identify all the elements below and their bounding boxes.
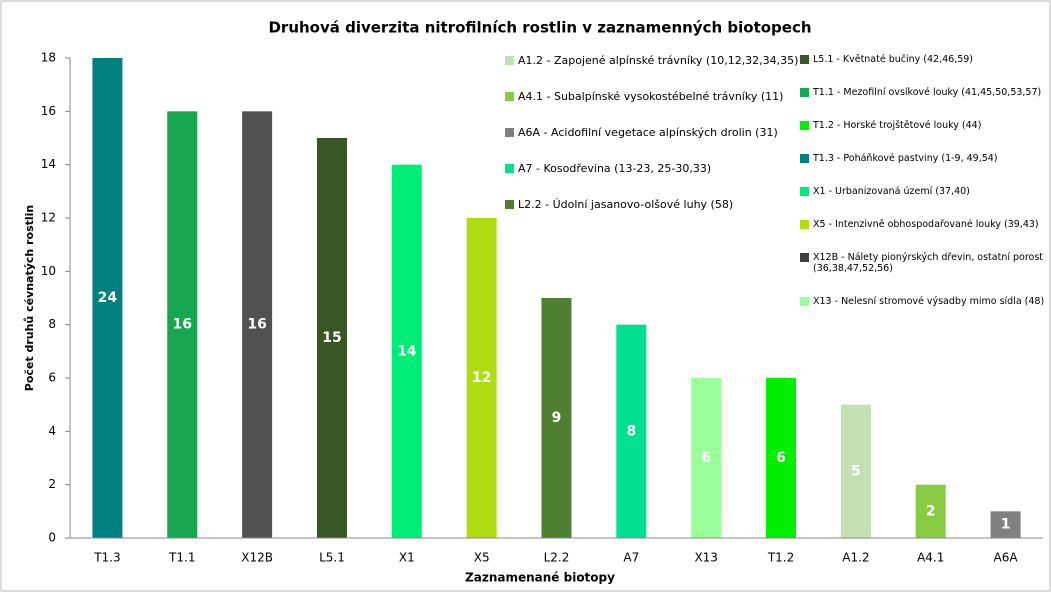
legend-item: X5 - Intenzivně obhospodařované louky (3… xyxy=(800,219,1048,230)
legend-swatch xyxy=(800,297,809,306)
y-tick-label: 6 xyxy=(48,371,56,385)
value-label: 9 xyxy=(552,410,562,426)
value-label: 2 xyxy=(926,503,936,519)
legend-label: A6A - Acidofilní vegetace alpínských dro… xyxy=(518,126,778,139)
legend-swatch xyxy=(505,128,514,137)
x-tick-label: T1.1 xyxy=(168,551,195,565)
legend-label: X13 - Nelesní stromové výsadby mimo sídl… xyxy=(813,296,1045,307)
legend-swatch xyxy=(800,187,809,196)
value-label: 6 xyxy=(701,450,711,466)
y-axis-label: Počet druhů cévnatých rostlin xyxy=(23,205,36,391)
value-label: 15 xyxy=(322,330,341,346)
y-tick-label: 12 xyxy=(41,211,56,225)
legend-swatch xyxy=(505,92,514,101)
legend-swatch xyxy=(505,56,514,65)
legend-swatch xyxy=(800,55,809,64)
x-tick-label: A1.2 xyxy=(842,551,869,565)
value-label: 8 xyxy=(626,423,636,439)
value-label: 12 xyxy=(472,370,491,386)
bar xyxy=(840,404,871,538)
legend-label: X1 - Urbanizovaná území (37,40) xyxy=(813,186,970,197)
legend-item: L5.1 - Květnaté bučiny (42,46,59) xyxy=(800,54,1048,65)
legend-item: T1.2 - Horské trojštětové louky (44) xyxy=(800,120,1048,131)
legend-swatch xyxy=(800,88,809,97)
value-label: 16 xyxy=(247,317,266,333)
x-tick-label: L5.1 xyxy=(319,551,345,565)
x-tick-label: L2.2 xyxy=(544,551,570,565)
y-tick-label: 18 xyxy=(41,51,56,65)
x-tick-label: X12B xyxy=(241,551,273,565)
bar xyxy=(167,111,198,538)
value-label: 5 xyxy=(851,463,861,479)
legend-swatch xyxy=(800,253,809,262)
legend-swatch xyxy=(800,154,809,163)
legend-item: T1.3 - Poháňkové pastviny (1-9, 49,54) xyxy=(800,153,1048,164)
legend-label: A7 - Kosodřevina (13-23, 25-30,33) xyxy=(518,162,712,175)
legend-label: L2.2 - Údolní jasanovo-olšové luhy (58) xyxy=(518,198,734,211)
x-tick-label: X5 xyxy=(474,551,490,565)
bar xyxy=(616,324,647,538)
y-tick-label: 4 xyxy=(48,424,56,438)
y-tick-label: 16 xyxy=(41,104,56,118)
value-label: 14 xyxy=(397,343,417,359)
legend-item: A4.1 - Subalpínské vysokostébelné trávní… xyxy=(505,90,798,103)
legend-item: A6A - Acidofilní vegetace alpínských dro… xyxy=(505,126,798,139)
legend-label: X5 - Intenzivně obhospodařované louky (3… xyxy=(813,219,1039,230)
legend-item: X1 - Urbanizovaná území (37,40) xyxy=(800,186,1048,197)
value-label: 24 xyxy=(98,290,118,306)
legend-label: T1.3 - Poháňkové pastviny (1-9, 49,54) xyxy=(813,153,998,164)
y-tick-label: 0 xyxy=(48,531,56,545)
legend-item: X12B - Nálety pionýrských dřevin, ostatn… xyxy=(800,252,1048,274)
y-tick-label: 2 xyxy=(48,477,56,491)
legend: A1.2 - Zapojené alpínské trávníky (10,12… xyxy=(505,54,798,211)
x-tick-label: A7 xyxy=(623,551,639,565)
bar xyxy=(391,164,422,538)
legend: L5.1 - Květnaté bučiny (42,46,59) T1.1 - … xyxy=(800,54,1048,307)
legend-label: T1.2 - Horské trojštětové louky (44) xyxy=(813,120,982,131)
x-tick-label: X13 xyxy=(694,551,718,565)
x-tick-label: A4.1 xyxy=(917,551,944,565)
legend-swatch xyxy=(800,220,809,229)
bar xyxy=(466,218,497,538)
x-axis-label: Zaznamenané biotopy xyxy=(465,571,615,585)
legend-label: L5.1 - Květnaté bučiny (42,46,59) xyxy=(813,54,974,65)
legend-swatch xyxy=(505,164,514,173)
bar xyxy=(691,378,722,538)
legend-item: A7 - Kosodřevina (13-23, 25-30,33) xyxy=(505,162,798,175)
legend-label: A1.2 - Zapojené alpínské trávníky (10,12… xyxy=(518,54,799,67)
legend-label: X12B - Nálety pionýrských dřevin, ostatn… xyxy=(813,252,1044,274)
legend-item: X13 - Nelesní stromové výsadby mimo sídl… xyxy=(800,296,1048,307)
legend-item: T1.1 - Mezofilní ovsíkové louky (41,45,5… xyxy=(800,87,1048,98)
x-tick-label: A6A xyxy=(994,551,1019,565)
bar xyxy=(766,378,797,538)
x-tick-label: X1 xyxy=(399,551,415,565)
value-label: 6 xyxy=(776,450,786,466)
legend-item: L2.2 - Údolní jasanovo-olšové luhy (58) xyxy=(505,198,798,211)
value-label: 1 xyxy=(1001,517,1011,533)
bar xyxy=(242,111,273,538)
legend-label: T1.1 - Mezofilní ovsíkové louky (41,45,5… xyxy=(813,87,1042,98)
bar xyxy=(92,58,123,538)
legend-swatch xyxy=(505,200,514,209)
legend-item: A1.2 - Zapojené alpínské trávníky (10,12… xyxy=(505,54,798,67)
bars xyxy=(92,58,1021,538)
y-tick-label: 10 xyxy=(41,264,56,278)
bar xyxy=(990,511,1021,538)
y-tick-label: 14 xyxy=(41,157,56,171)
chart-title: Druhová diverzita nitrofilních rostlin v… xyxy=(268,19,811,37)
bar xyxy=(316,138,347,538)
x-tick-label: T1.3 xyxy=(93,551,120,565)
y-tick-label: 8 xyxy=(48,317,56,331)
legend-swatch xyxy=(800,121,809,130)
value-label: 16 xyxy=(173,317,192,333)
bar xyxy=(541,298,572,538)
x-tick-label: T1.2 xyxy=(767,551,794,565)
bar xyxy=(915,484,946,538)
legend-label: A4.1 - Subalpínské vysokostébelné trávní… xyxy=(518,90,784,103)
